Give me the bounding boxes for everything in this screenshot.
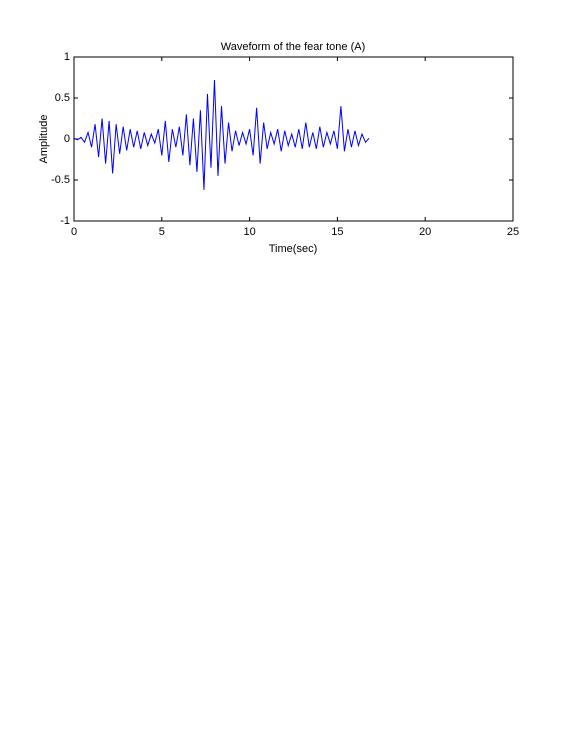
x-axis-label: Time(sec) — [269, 243, 317, 255]
y-tick-label: -0.5 — [51, 174, 70, 186]
x-tick-label: 15 — [331, 226, 343, 238]
x-tick-label: 5 — [159, 226, 165, 238]
y-tick-label: 1 — [64, 51, 70, 63]
waveform-line — [73, 79, 370, 190]
y-axis-label: Amplitude — [38, 115, 50, 164]
x-tick-label: 20 — [419, 226, 431, 238]
x-tick-label: 10 — [243, 226, 255, 238]
x-tick-label: 0 — [71, 226, 77, 238]
x-tick-label: 25 — [507, 226, 519, 238]
y-tick-label: -1 — [60, 215, 70, 227]
chart-title: Waveform of the fear tone (A) — [221, 41, 365, 53]
y-tick-label: 0 — [64, 133, 70, 145]
y-tick-label: 0.5 — [55, 92, 70, 104]
